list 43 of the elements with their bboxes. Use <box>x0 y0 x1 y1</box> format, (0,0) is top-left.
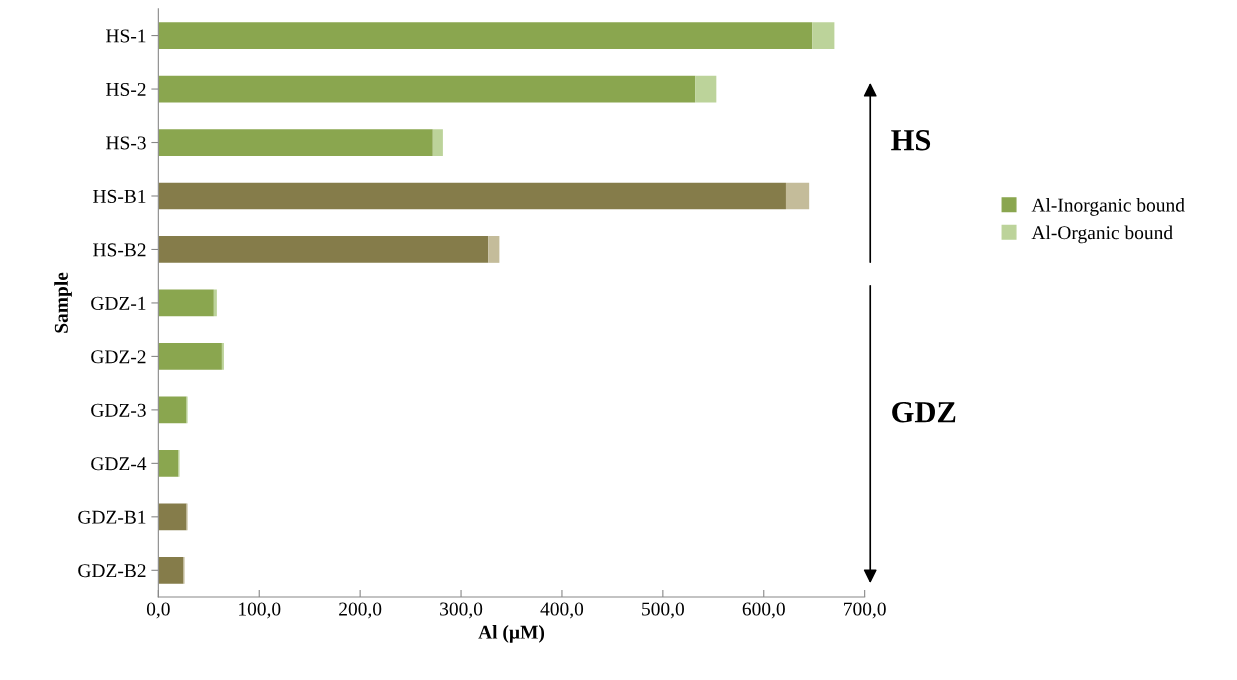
bar <box>158 22 813 49</box>
y-tick-label: HS-2 <box>106 82 146 96</box>
y-tick-label: GDZ-B2 <box>78 564 146 578</box>
bar <box>158 556 184 584</box>
x-tick-label: 300,0 <box>440 602 483 619</box>
x-tick-label: 400,0 <box>540 602 584 619</box>
bar <box>213 289 217 317</box>
y-tick-label: GDZ-2 <box>91 350 146 364</box>
bar <box>158 503 187 531</box>
y-tick-label: HS-B1 <box>93 189 146 203</box>
text: GDZ <box>892 401 956 423</box>
x-tick-label: 100,0 <box>239 602 281 619</box>
x-tick-label: 700,0 <box>844 602 886 619</box>
bar <box>488 236 500 263</box>
y-tick-label: GDZ-4 <box>91 457 147 471</box>
legend-label: Al-Inorganic bound <box>1031 198 1185 216</box>
legend-label: Al-Organic bound <box>1031 225 1173 244</box>
bar <box>221 343 224 370</box>
y-tick-label: GDZ-1 <box>91 296 146 310</box>
x-tick-label: 200,0 <box>339 602 382 619</box>
x-tick-label: 0,0 <box>146 602 170 619</box>
y-tick-label: GDZ-3 <box>91 403 146 417</box>
bar <box>158 396 187 424</box>
bar <box>695 75 717 103</box>
bar <box>158 75 696 103</box>
bar <box>158 129 433 156</box>
y-tick-label: GDZ-B1 <box>78 510 146 524</box>
text: HS <box>891 129 931 151</box>
bar <box>158 449 179 477</box>
y-tick-label: HS-1 <box>106 29 146 43</box>
y-tick-label: HS-B2 <box>93 243 146 257</box>
bar <box>785 182 810 210</box>
bar <box>158 182 786 210</box>
x-tick-label: 500,0 <box>642 602 684 619</box>
x-axis-title: Al (µM) <box>478 625 545 643</box>
bar <box>158 289 214 317</box>
bar <box>158 343 222 370</box>
x-tick-label: 600,0 <box>742 602 785 619</box>
bar <box>812 22 835 49</box>
bar <box>158 236 489 263</box>
y-tick-label: HS-3 <box>106 136 146 150</box>
y-axis-title: Sample <box>54 272 72 333</box>
bar <box>432 129 443 156</box>
